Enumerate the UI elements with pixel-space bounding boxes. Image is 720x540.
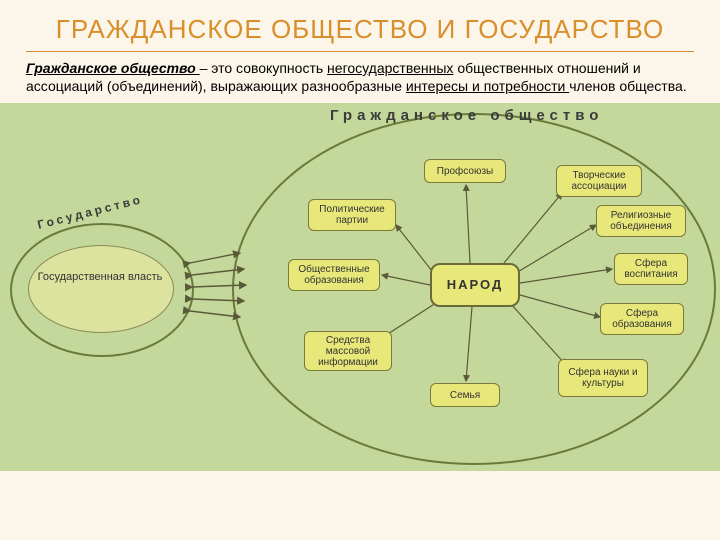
page-title: ГРАЖДАНСКОЕ ОБЩЕСТВО И ГОСУДАРСТВО (0, 0, 720, 49)
node-family: Семья (430, 383, 500, 407)
definition-term: Гражданское общество (26, 60, 200, 76)
diagram-area: Государственная власть Государство Гражд… (0, 103, 720, 471)
def-t3: членов общества. (569, 78, 686, 94)
center-node-people: НАРОД (430, 263, 520, 307)
node-creative: Творческие ассоциации (556, 165, 642, 197)
civil-arc-label: Гражданское общество (330, 107, 603, 124)
state-power-label: Государственная власть (28, 271, 172, 283)
node-parties: Политические партии (308, 199, 396, 231)
state-inner-ellipse (28, 245, 174, 333)
def-u1: негосударственных (327, 60, 453, 76)
def-u2: интересы и потребности (406, 78, 569, 94)
node-religion: Религиозные объединения (596, 205, 686, 237)
title-rule (26, 51, 694, 52)
node-unions: Профсоюзы (424, 159, 506, 183)
definition-text: Гражданское общество – это совокупность … (0, 60, 720, 103)
node-education: Сфера образования (600, 303, 684, 335)
node-media: Средства массовой информации (304, 331, 392, 371)
node-science: Сфера науки и культуры (558, 359, 648, 397)
node-public-edu: Общественные образования (288, 259, 380, 291)
node-upbringing: Сфера воспитания (614, 253, 688, 285)
def-t1: – это совокупность (200, 60, 327, 76)
